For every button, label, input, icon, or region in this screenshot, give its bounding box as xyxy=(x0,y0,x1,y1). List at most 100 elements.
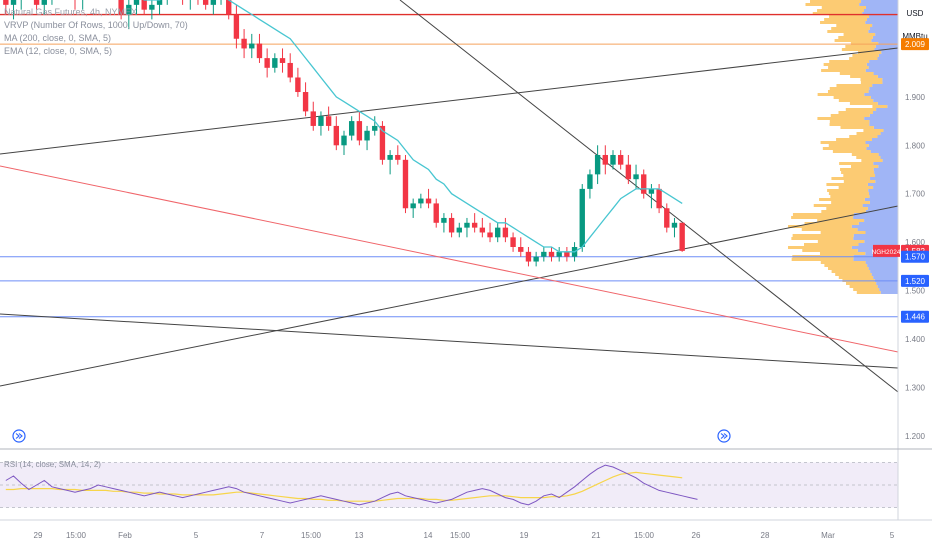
profile-bar-down xyxy=(882,78,898,81)
profile-bar-up xyxy=(791,258,854,261)
candle xyxy=(441,213,447,233)
symbol-tag-bg xyxy=(873,244,900,257)
candle xyxy=(387,150,393,175)
profile-bar-up xyxy=(838,36,873,39)
profile-bar-up xyxy=(872,105,888,108)
profile-bar-up xyxy=(846,282,877,285)
candle-body xyxy=(518,247,524,252)
profile-bar-up xyxy=(822,147,867,150)
indicator-ma[interactable]: MA (200, close, 0, SMA, 5) xyxy=(4,33,112,43)
x-tick-label: 13 xyxy=(355,531,364,540)
profile-bar-down xyxy=(864,240,898,243)
profile-bar-up xyxy=(830,195,870,198)
candle xyxy=(220,0,222,5)
candle xyxy=(295,67,301,97)
profile-bar-up xyxy=(858,51,882,54)
jump-to-realtime-icon[interactable] xyxy=(717,429,731,443)
candle xyxy=(671,217,678,238)
candle xyxy=(587,169,593,199)
profile-bar-down xyxy=(875,174,898,177)
candle-body xyxy=(633,174,639,180)
candle-body xyxy=(341,135,347,146)
candle-body xyxy=(548,251,555,257)
profile-bar-down xyxy=(871,273,898,276)
profile-bar-down xyxy=(881,51,898,54)
indicator-ema[interactable]: EMA (12, close, 0, SMA, 5) xyxy=(4,46,113,56)
candle xyxy=(279,48,286,73)
candle xyxy=(564,247,570,262)
x-tick-label: 15:00 xyxy=(450,531,471,540)
profile-bar-up xyxy=(838,111,874,114)
candle-body xyxy=(648,188,655,194)
candle-body xyxy=(226,0,232,15)
profile-bar-up xyxy=(831,177,871,180)
profile-bar-down xyxy=(870,270,898,273)
x-tick-label: 26 xyxy=(692,531,701,540)
candle-body xyxy=(3,0,9,5)
candle xyxy=(625,154,632,185)
price-label-text: 2.009 xyxy=(905,40,926,49)
candle xyxy=(495,222,501,243)
profile-bar-down xyxy=(878,153,898,156)
profile-bar-down xyxy=(853,258,898,261)
profile-bar-down xyxy=(875,180,898,183)
candle-body xyxy=(118,0,124,15)
profile-bar-up xyxy=(841,171,875,174)
candle xyxy=(256,33,263,63)
candle xyxy=(241,29,247,59)
candle xyxy=(372,116,378,136)
profile-bar-up xyxy=(802,249,858,252)
candle xyxy=(126,0,132,30)
profile-bar-down xyxy=(887,105,898,108)
profile-bar-up xyxy=(843,180,876,183)
profile-bar-down xyxy=(866,63,898,66)
profile-bar-down xyxy=(880,132,898,135)
profile-bar-down xyxy=(878,42,898,45)
candle-body xyxy=(471,222,478,228)
candle-body xyxy=(379,125,386,160)
candle-body xyxy=(610,154,616,165)
profile-bar-up xyxy=(845,45,876,48)
profile-bar-down xyxy=(876,108,898,111)
candle-body xyxy=(671,222,678,228)
profile-bar-up xyxy=(827,189,869,192)
candle xyxy=(302,82,309,117)
profile-bar-up xyxy=(788,225,852,228)
candle xyxy=(556,247,562,262)
candle xyxy=(617,150,624,170)
candle xyxy=(149,0,155,20)
candle-body xyxy=(487,232,493,238)
profile-bar-up xyxy=(850,75,878,78)
candle-body xyxy=(295,77,301,93)
profile-bar-up xyxy=(788,246,852,249)
profile-bar-down xyxy=(870,177,898,180)
candle xyxy=(464,217,470,238)
profile-bar-up xyxy=(827,90,869,93)
candle-body xyxy=(279,58,286,63)
candle xyxy=(341,130,347,155)
symbol-title[interactable]: Natural Gas Futures, 4h, NYMEX xyxy=(4,7,138,17)
profile-bar-down xyxy=(873,126,898,129)
profile-bar-up xyxy=(820,231,866,234)
candle xyxy=(3,0,9,15)
indicator-vrvp[interactable]: VRVP (Number Of Rows, 1000, Up/Down, 70) xyxy=(4,20,188,30)
profile-bar-up xyxy=(839,162,874,165)
profile-bar-down xyxy=(871,39,898,42)
candle-body xyxy=(41,0,47,5)
profile-bar-up xyxy=(829,120,870,123)
profile-bar-up xyxy=(828,267,869,270)
candle-body xyxy=(348,121,355,136)
y-tick-label: 1.500 xyxy=(905,287,926,296)
candle-body xyxy=(264,58,270,68)
profile-bar-down xyxy=(872,84,898,87)
trendline-lower xyxy=(0,313,899,369)
candle xyxy=(156,0,163,15)
candle xyxy=(548,247,555,262)
price-label-bg xyxy=(901,274,929,287)
jump-to-realtime-icon[interactable] xyxy=(12,429,26,443)
candle xyxy=(410,198,416,218)
candle xyxy=(633,164,639,189)
profile-bar-down xyxy=(879,288,898,291)
y-tick-label: 1.700 xyxy=(905,190,926,199)
